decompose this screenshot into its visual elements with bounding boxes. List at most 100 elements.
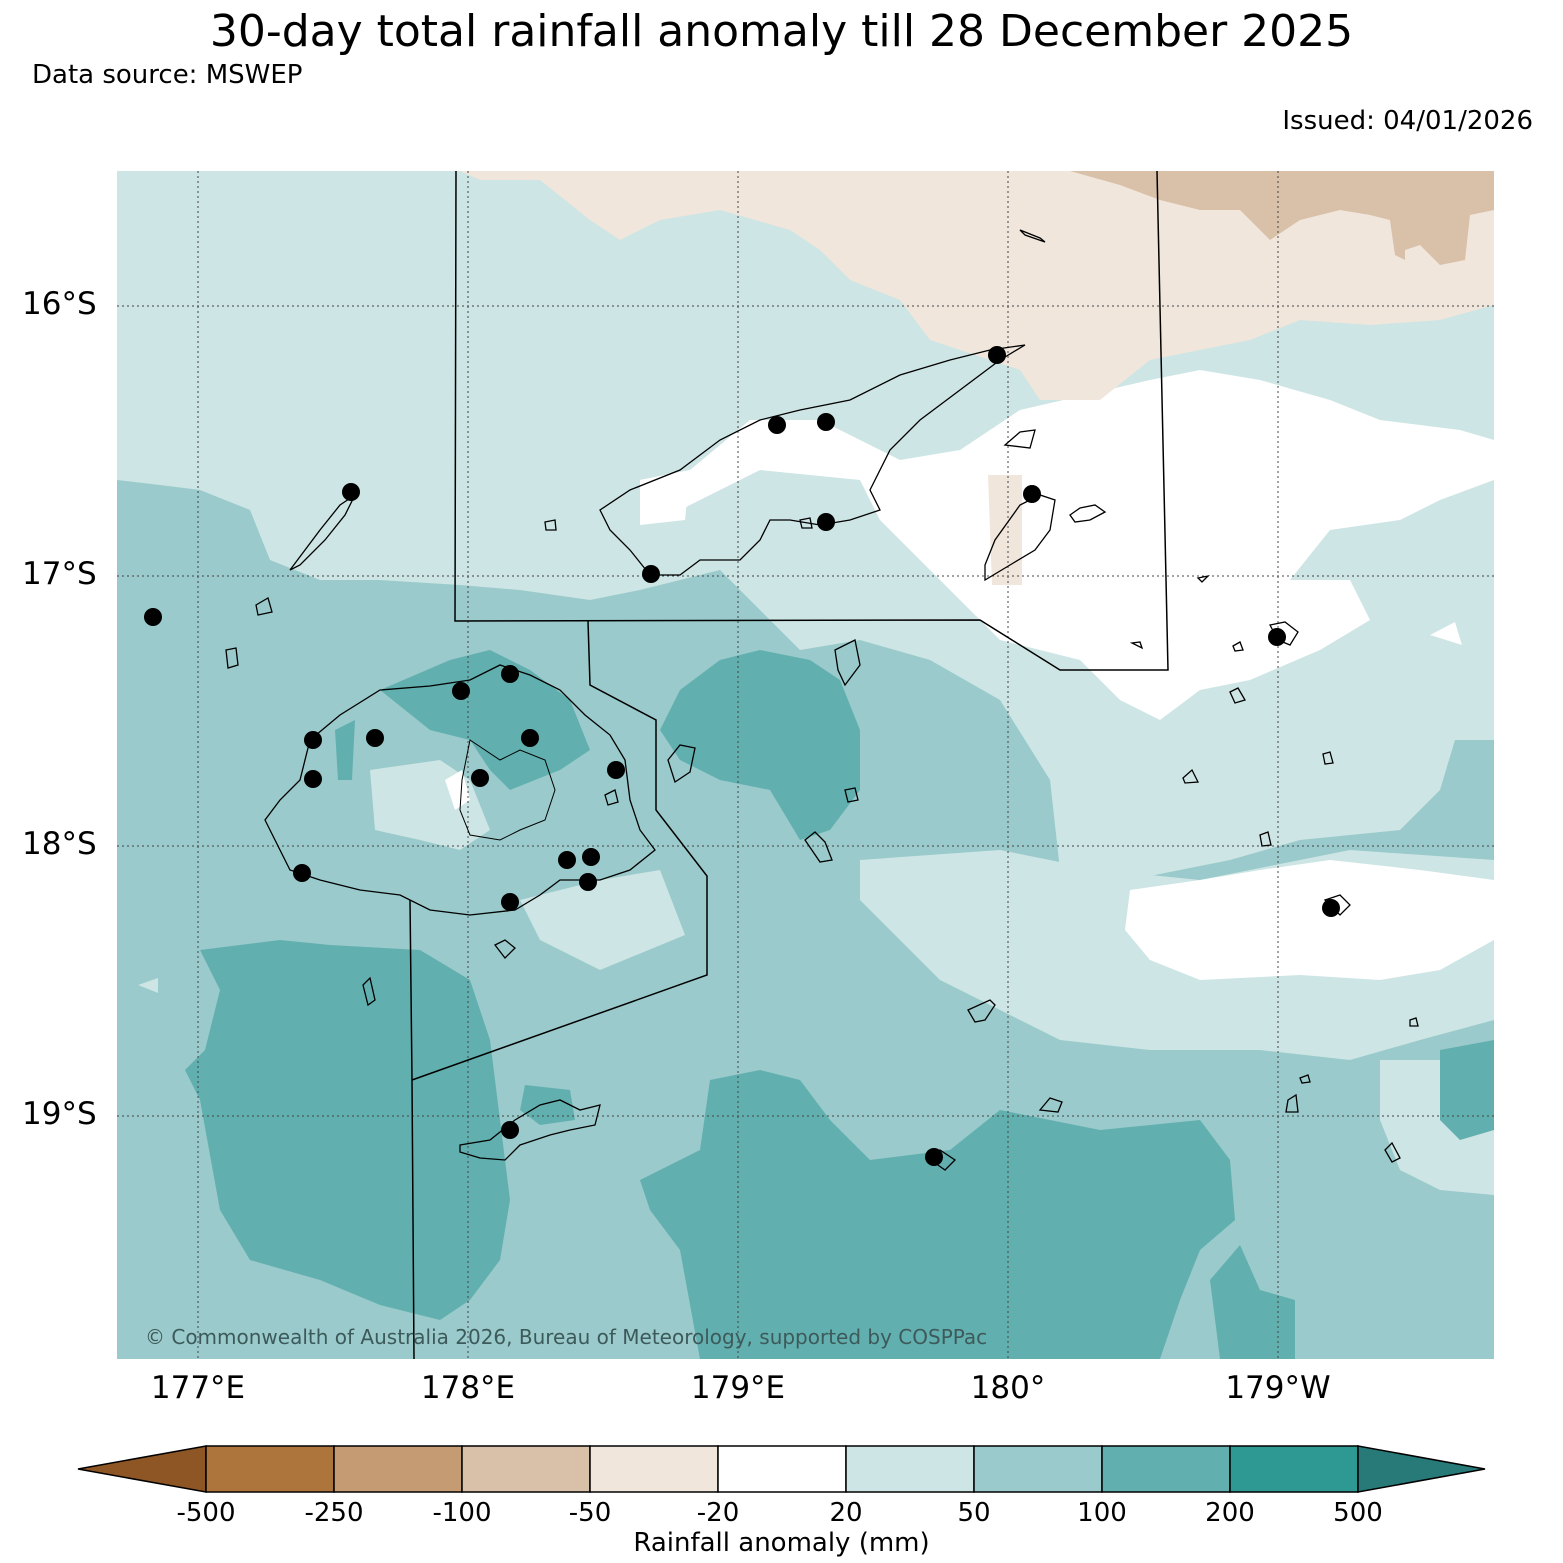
lakeba-coast (1182, 768, 1200, 784)
anomaly-100-200-patch-kadavu (520, 1085, 575, 1125)
lat-label-19s: 19°S (22, 1096, 97, 1132)
station-marker[interactable] (817, 513, 835, 531)
station-marker[interactable] (366, 729, 384, 747)
colorbar-tick: -20 (696, 1498, 740, 1528)
qamea-coast (1003, 429, 1036, 449)
anomaly-20-50-patch-west (138, 978, 158, 993)
island-east-3 (1229, 687, 1246, 704)
viti-levu-inner-coast (459, 739, 556, 841)
island-east-2 (1384, 1141, 1401, 1163)
station-marker[interactable] (579, 873, 597, 891)
station-marker[interactable] (501, 1121, 519, 1139)
colorbar-segment (1229, 1445, 1359, 1493)
anomaly-neutral-patch-vanua-levu (640, 470, 690, 525)
station-marker[interactable] (293, 864, 311, 882)
station-marker[interactable] (607, 761, 625, 779)
colorbar-tick: 20 (829, 1498, 863, 1528)
colorbar-tick: 100 (1077, 1498, 1127, 1528)
station-marker[interactable] (642, 565, 660, 583)
anomaly-100-200-band-southeast (640, 1070, 1235, 1359)
island-east-10 (1129, 641, 1144, 650)
island-east-1 (1285, 1093, 1299, 1113)
island-east-7 (1409, 1017, 1419, 1027)
island-east-11 (1196, 574, 1210, 583)
station-marker[interactable] (558, 851, 576, 869)
colorbar-segment (845, 1445, 975, 1493)
station-marker[interactable] (1268, 628, 1286, 646)
colorbar-segment (333, 1445, 463, 1493)
island-east-6 (1259, 831, 1272, 847)
colorbar-segment (205, 1445, 335, 1493)
cikobia-coast (1019, 229, 1046, 243)
mamanuca-coast (225, 647, 239, 669)
station-marker[interactable] (304, 731, 322, 749)
station-marker[interactable] (1322, 899, 1340, 917)
lon-label-179e: 179°E (690, 1370, 786, 1406)
station-marker[interactable] (342, 483, 360, 501)
station-marker[interactable] (144, 608, 162, 626)
station-marker[interactable] (817, 413, 835, 431)
gau-coast (667, 744, 696, 784)
island-east-4 (1322, 751, 1334, 765)
colorbar-segment (1101, 1445, 1231, 1493)
colorbar-segment (461, 1445, 591, 1493)
koro-coast (834, 639, 861, 687)
beqa-coast (494, 939, 516, 959)
station-marker[interactable] (582, 848, 600, 866)
station-marker[interactable] (1023, 485, 1041, 503)
colorbar-tick: 50 (957, 1498, 991, 1528)
station-marker[interactable] (521, 729, 539, 747)
colorbar-tick: -250 (304, 1498, 364, 1528)
station-marker[interactable] (471, 769, 489, 787)
vanua-levu-coast (599, 344, 1026, 576)
map-title: 30-day total rainfall anomaly till 28 De… (209, 6, 1354, 57)
anomaly-neutral-band-east (1125, 860, 1494, 980)
colorbar-segments (77, 1445, 1486, 1493)
lat-label-18s: 18°S (22, 826, 97, 862)
anomaly-100-200-band-east (1440, 1040, 1494, 1140)
colorbar-segment (973, 1445, 1103, 1493)
nairai-coast (804, 831, 833, 863)
station-marker[interactable] (304, 770, 322, 788)
station-marker[interactable] (452, 682, 470, 700)
anomaly-100-200-band-south (185, 940, 510, 1320)
gridlines (117, 171, 1494, 1359)
station-marker[interactable] (501, 665, 519, 683)
island-north-1 (544, 519, 557, 531)
moala-coast (967, 999, 996, 1023)
division-boundaries (409, 170, 1169, 1360)
colorbar-extend-high (1357, 1445, 1486, 1493)
anomaly-neutral-patch-east (1430, 622, 1462, 645)
island-east-5 (1232, 641, 1244, 652)
issued-date: Issued: 04/01/2026 (1282, 106, 1533, 136)
anomaly-dry-20-50-patch (988, 475, 1022, 585)
anomaly-20-50-patch-south-viti-levu (520, 870, 685, 970)
anomaly-100-200-band-far-southeast (1210, 1245, 1295, 1359)
anomaly-dry-50-100-band (1070, 171, 1494, 265)
colorbar-segment (717, 1445, 847, 1493)
anomaly-neutral-patch-viti-levu (445, 770, 470, 810)
vatulele-coast (362, 976, 376, 1007)
naviti-coast (255, 597, 273, 616)
lon-label-177e: 177°E (150, 1370, 246, 1406)
station-marker[interactable] (501, 893, 519, 911)
anomaly-dry-20-50-band-north (460, 171, 1494, 400)
island-north-2 (799, 517, 813, 529)
colorbar-title: Rainfall anomaly (mm) (633, 1528, 930, 1558)
station-marker[interactable] (925, 1148, 943, 1166)
taveuni-coast (984, 494, 1056, 582)
wakaya-coast (844, 787, 859, 803)
island-east-9 (1069, 504, 1107, 523)
colorbar-tick: 200 (1205, 1498, 1255, 1528)
lon-label-180: 180° (970, 1370, 1046, 1406)
stations (144, 346, 1340, 1166)
station-marker[interactable] (988, 346, 1006, 364)
map-layers (117, 171, 1494, 1359)
lon-label-178e: 178°E (420, 1370, 516, 1406)
anomaly-100-200-patch-central (660, 650, 860, 840)
lat-label-17s: 17°S (22, 556, 97, 592)
station-marker[interactable] (768, 416, 786, 434)
ovalau-coast (604, 789, 619, 806)
